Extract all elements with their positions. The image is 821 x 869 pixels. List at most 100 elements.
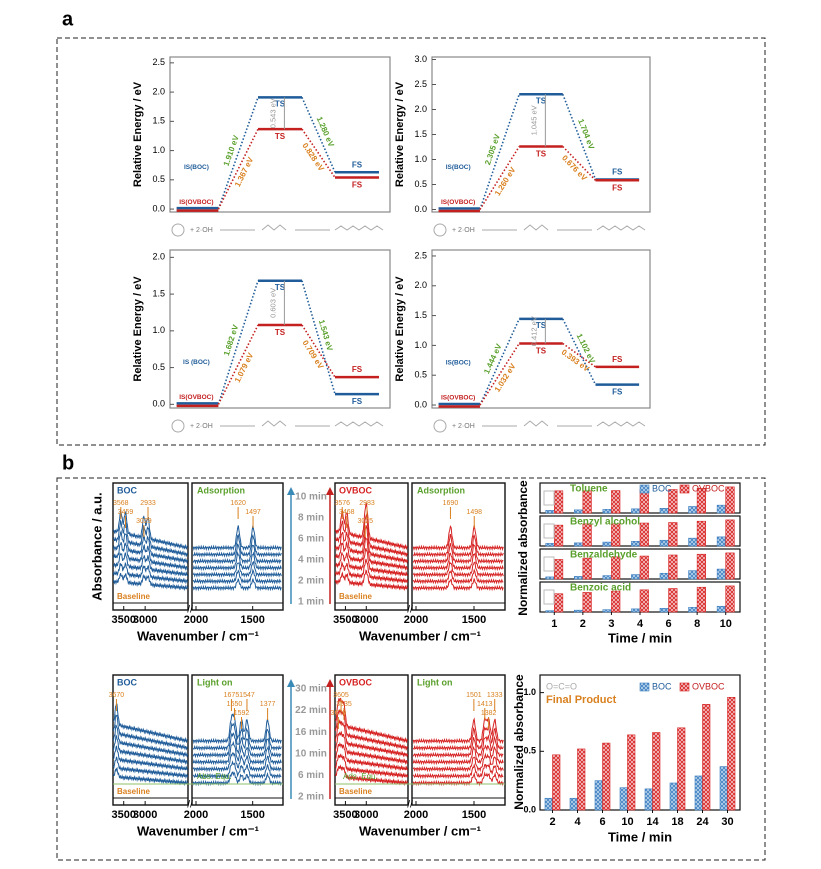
bar [688,537,698,547]
barrier-label: 1.543 eV [317,319,335,353]
level-label: FS [352,365,363,374]
bar [677,727,686,811]
bar [569,797,578,811]
y-tick-label: 1.0 [152,325,165,335]
peak-label: 1592 [234,710,250,717]
spectrum-curve [334,753,408,779]
legend-label: BOC [652,681,672,691]
y-tick-label: 1.0 [414,154,427,164]
bar [688,506,698,514]
bar [582,557,592,580]
spectrum-curve [192,712,282,745]
x-tick-label: 1 [551,618,557,630]
spectrum-curve [335,741,408,772]
x-tick-label: 18 [671,816,683,828]
axis-break: // [407,800,413,811]
level-label: TS [536,96,547,105]
plot-frame [112,674,189,806]
spectrum-curve [412,762,504,780]
x-tick-label: 2000 [404,809,428,821]
bar [631,574,641,580]
y-axis-label: Relative Energy / eV [132,81,144,187]
scheme-structure [334,225,384,231]
spectrum-curve [334,569,408,592]
peak-label: 3468 [339,509,355,516]
spectrum-curve [192,578,282,592]
plot-frame [334,482,409,611]
spectrum-curve [334,764,408,787]
bar [577,748,586,811]
bar [553,524,564,547]
plot-frame [169,249,391,409]
x-tick-label: 3000 [354,809,378,821]
bar [553,559,564,580]
spectrum-curve [334,730,408,766]
sample-label: OVBOC [339,677,373,687]
x-tick-label: 1500 [240,614,264,626]
barrier-label: 1.444 eV [482,342,504,375]
spectrum-curve [334,536,408,571]
bar [602,509,612,514]
path-connector [217,128,259,210]
bar [639,522,649,547]
diff-label: 0.543 eV [268,98,277,128]
bar [639,555,649,580]
y-tick-label: 1.5 [414,129,427,139]
y-tick-label: 2.5 [414,250,427,260]
bar [702,704,711,811]
barrier-label: 0.676 eV [560,153,589,183]
x-tick-label: 3 [608,618,614,630]
x-tick-label: 4 [637,618,644,630]
bar [582,523,592,547]
spectrum-curve [112,714,188,751]
bar [659,539,669,547]
y-axis-label: Relative Energy / eV [132,276,144,382]
axis-break: // [187,800,193,811]
time-label: 10 min [295,748,327,759]
bar [611,556,621,580]
spectrum-curve [334,558,408,584]
bar [688,570,698,580]
spectrum-curve [412,552,504,572]
spectrum-curve [334,502,408,551]
spectrum-curve [412,752,504,773]
spectrum-curve [412,716,504,745]
time-label: 30 min [295,684,327,695]
bar [619,787,628,811]
bar [582,490,592,514]
x-tick-label: 3000 [133,809,157,821]
peak-label: 1413 [477,701,493,708]
panel-box [56,37,766,446]
bar [696,487,707,514]
spectrum-curve [112,766,188,787]
peak-label: 1333 [487,692,503,699]
level-label: TS [275,328,286,337]
x-tick-label: 4 [574,816,581,828]
peak-label: 1547 [239,692,255,699]
bar [545,510,555,514]
panel-label: b [62,452,74,474]
molecule-icon [171,419,185,433]
path-connector [217,280,259,405]
subplot-title: Benzaldehyde [570,550,638,561]
y-tick-label: 1.5 [152,288,165,298]
time-label: 1 min [298,597,324,608]
peak-label: 1501 [466,692,482,699]
bar [688,607,698,613]
legend-label: OVBOC [692,483,725,493]
x-tick-label: 3500 [333,809,357,821]
spectrum-curve [112,734,188,766]
peak-label: 3025 [357,518,373,525]
x-axis-label: Time / min [608,829,672,844]
x-tick-label: 3000 [354,614,378,626]
state-label: IS(OVBOC) [441,395,475,402]
reagent-label: + 2·OH [190,423,213,430]
y-tick-label: 1.0 [152,145,165,155]
axis-break: // [407,605,413,616]
y-tick-label: 2.0 [414,104,427,114]
y-tick-label: 2.0 [414,280,427,290]
bar [716,568,727,580]
spectrum-curve [412,543,504,565]
bar [545,610,555,613]
